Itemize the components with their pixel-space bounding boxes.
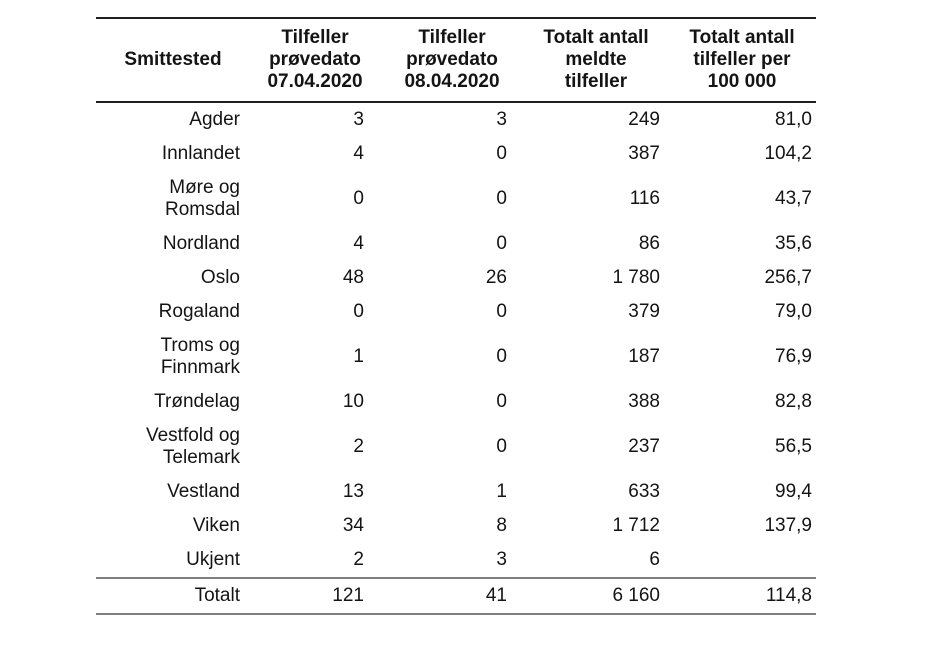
- value-cell: 86: [638, 233, 660, 254]
- region-cell: Rogaland: [158, 301, 240, 322]
- total-value-cell: 114,8: [668, 577, 816, 615]
- total-row: Totalt 121 41 6 160 114,8: [96, 577, 816, 615]
- value-cell: 79,0: [775, 301, 812, 322]
- value-cell: 387: [628, 143, 660, 164]
- region-cell: Vestland: [167, 481, 240, 502]
- total-label: Totalt: [96, 577, 250, 615]
- value-cell: 0: [496, 233, 507, 254]
- col-header-per-100000: Totalt antall tilfeller per 100 000: [668, 18, 816, 103]
- region-cell: Trøndelag: [154, 391, 240, 412]
- value-cell: 4: [353, 143, 364, 164]
- col-header-tilfeller-0704: Tilfeller prøvedato 07.04.2020: [250, 18, 380, 103]
- value-cell: 633: [628, 481, 660, 502]
- value-cell: 2: [353, 436, 364, 457]
- value-cell: 0: [496, 301, 507, 322]
- value-cell: 237: [628, 436, 660, 457]
- region-cell: Viken: [192, 515, 240, 536]
- value-cell: 1 712: [612, 515, 660, 536]
- value-cell: 256,7: [764, 267, 812, 288]
- total-value-cell: 41: [380, 577, 524, 615]
- value-cell: 48: [342, 267, 364, 288]
- region-cell: Nordland: [162, 233, 240, 254]
- region-cell: Agder: [189, 109, 240, 130]
- table-row: Møre og Romsdal 0 0 116 43,7: [96, 171, 816, 227]
- region-cell: Møre og Romsdal: [165, 177, 240, 220]
- region-cell: Innlandet: [161, 143, 240, 164]
- value-cell: 3: [496, 549, 507, 570]
- region-cell: Oslo: [200, 267, 240, 288]
- value-cell: 137,9: [764, 515, 812, 536]
- table-row: Troms og Finnmark 1 0 187 76,9: [96, 329, 816, 385]
- value-cell: 35,6: [775, 233, 812, 254]
- total-value-cell: 121: [250, 577, 380, 615]
- value-cell: 104,2: [764, 143, 812, 164]
- value-cell: 13: [342, 481, 364, 502]
- value-cell: 249: [628, 109, 660, 130]
- value-cell: 0: [353, 301, 364, 322]
- table-row: Ukjent 2 3 6: [96, 543, 816, 578]
- table-header: Smittested Tilfeller prøvedato 07.04.202…: [96, 18, 816, 103]
- region-cell: Troms og Finnmark: [160, 335, 240, 378]
- table-row: Vestland 13 1 633 99,4: [96, 475, 816, 509]
- table-row: Rogaland 0 0 379 79,0: [96, 295, 816, 329]
- value-cell: 0: [496, 436, 507, 457]
- value-cell: 8: [496, 515, 507, 536]
- region-cell: Ukjent: [186, 549, 240, 570]
- value-cell: 10: [342, 391, 364, 412]
- table-row: Oslo 48 26 1 780 256,7: [96, 261, 816, 295]
- value-cell: 3: [496, 109, 507, 130]
- table-row: Trøndelag 10 0 388 82,8: [96, 385, 816, 419]
- value-cell: 187: [628, 346, 660, 367]
- value-cell: 3: [353, 109, 364, 130]
- value-cell: 1 780: [612, 267, 660, 288]
- table-row: Vestfold og Telemark 2 0 237 56,5: [96, 419, 816, 475]
- value-cell: 6: [649, 549, 660, 570]
- value-cell: 26: [485, 267, 507, 288]
- table-row: Innlandet 4 0 387 104,2: [96, 137, 816, 171]
- value-cell: 0: [496, 143, 507, 164]
- value-cell: 56,5: [775, 436, 812, 457]
- smittested-table: Smittested Tilfeller prøvedato 07.04.202…: [96, 17, 816, 615]
- value-cell: [668, 543, 816, 578]
- col-header-smittested: Smittested: [96, 18, 250, 103]
- value-cell: 0: [496, 391, 507, 412]
- value-cell: 2: [353, 549, 364, 570]
- value-cell: 379: [628, 301, 660, 322]
- header-row: Smittested Tilfeller prøvedato 07.04.202…: [96, 18, 816, 103]
- value-cell: 116: [629, 188, 660, 209]
- value-cell: 82,8: [775, 391, 812, 412]
- table-body: Agder 3 3 249 81,0 Innlandet 4 0 387 104,2 Møre og…: [96, 102, 816, 578]
- col-header-tilfeller-0804: Tilfeller prøvedato 08.04.2020: [380, 18, 524, 103]
- value-cell: 0: [496, 188, 507, 209]
- col-header-totalt-meldte: Totalt antall meldte tilfeller: [524, 18, 668, 103]
- value-cell: 1: [353, 346, 364, 367]
- table-row: Nordland 4 0 86 35,6: [96, 227, 816, 261]
- value-cell: 34: [342, 515, 364, 536]
- value-cell: 0: [353, 188, 364, 209]
- value-cell: 43,7: [775, 188, 812, 209]
- table-row: Agder 3 3 249 81,0: [96, 102, 816, 137]
- region-cell: Vestfold og Telemark: [145, 425, 240, 468]
- value-cell: 81,0: [775, 109, 812, 130]
- value-cell: 388: [628, 391, 660, 412]
- value-cell: 0: [496, 346, 507, 367]
- value-cell: 4: [353, 233, 364, 254]
- value-cell: 99,4: [775, 481, 812, 502]
- total-value-cell: 6 160: [524, 577, 668, 615]
- table-footer: Totalt 121 41 6 160 114,8: [96, 577, 816, 615]
- value-cell: 1: [496, 481, 507, 502]
- table-row: Viken 34 8 1 712 137,9: [96, 509, 816, 543]
- value-cell: 76,9: [775, 346, 812, 367]
